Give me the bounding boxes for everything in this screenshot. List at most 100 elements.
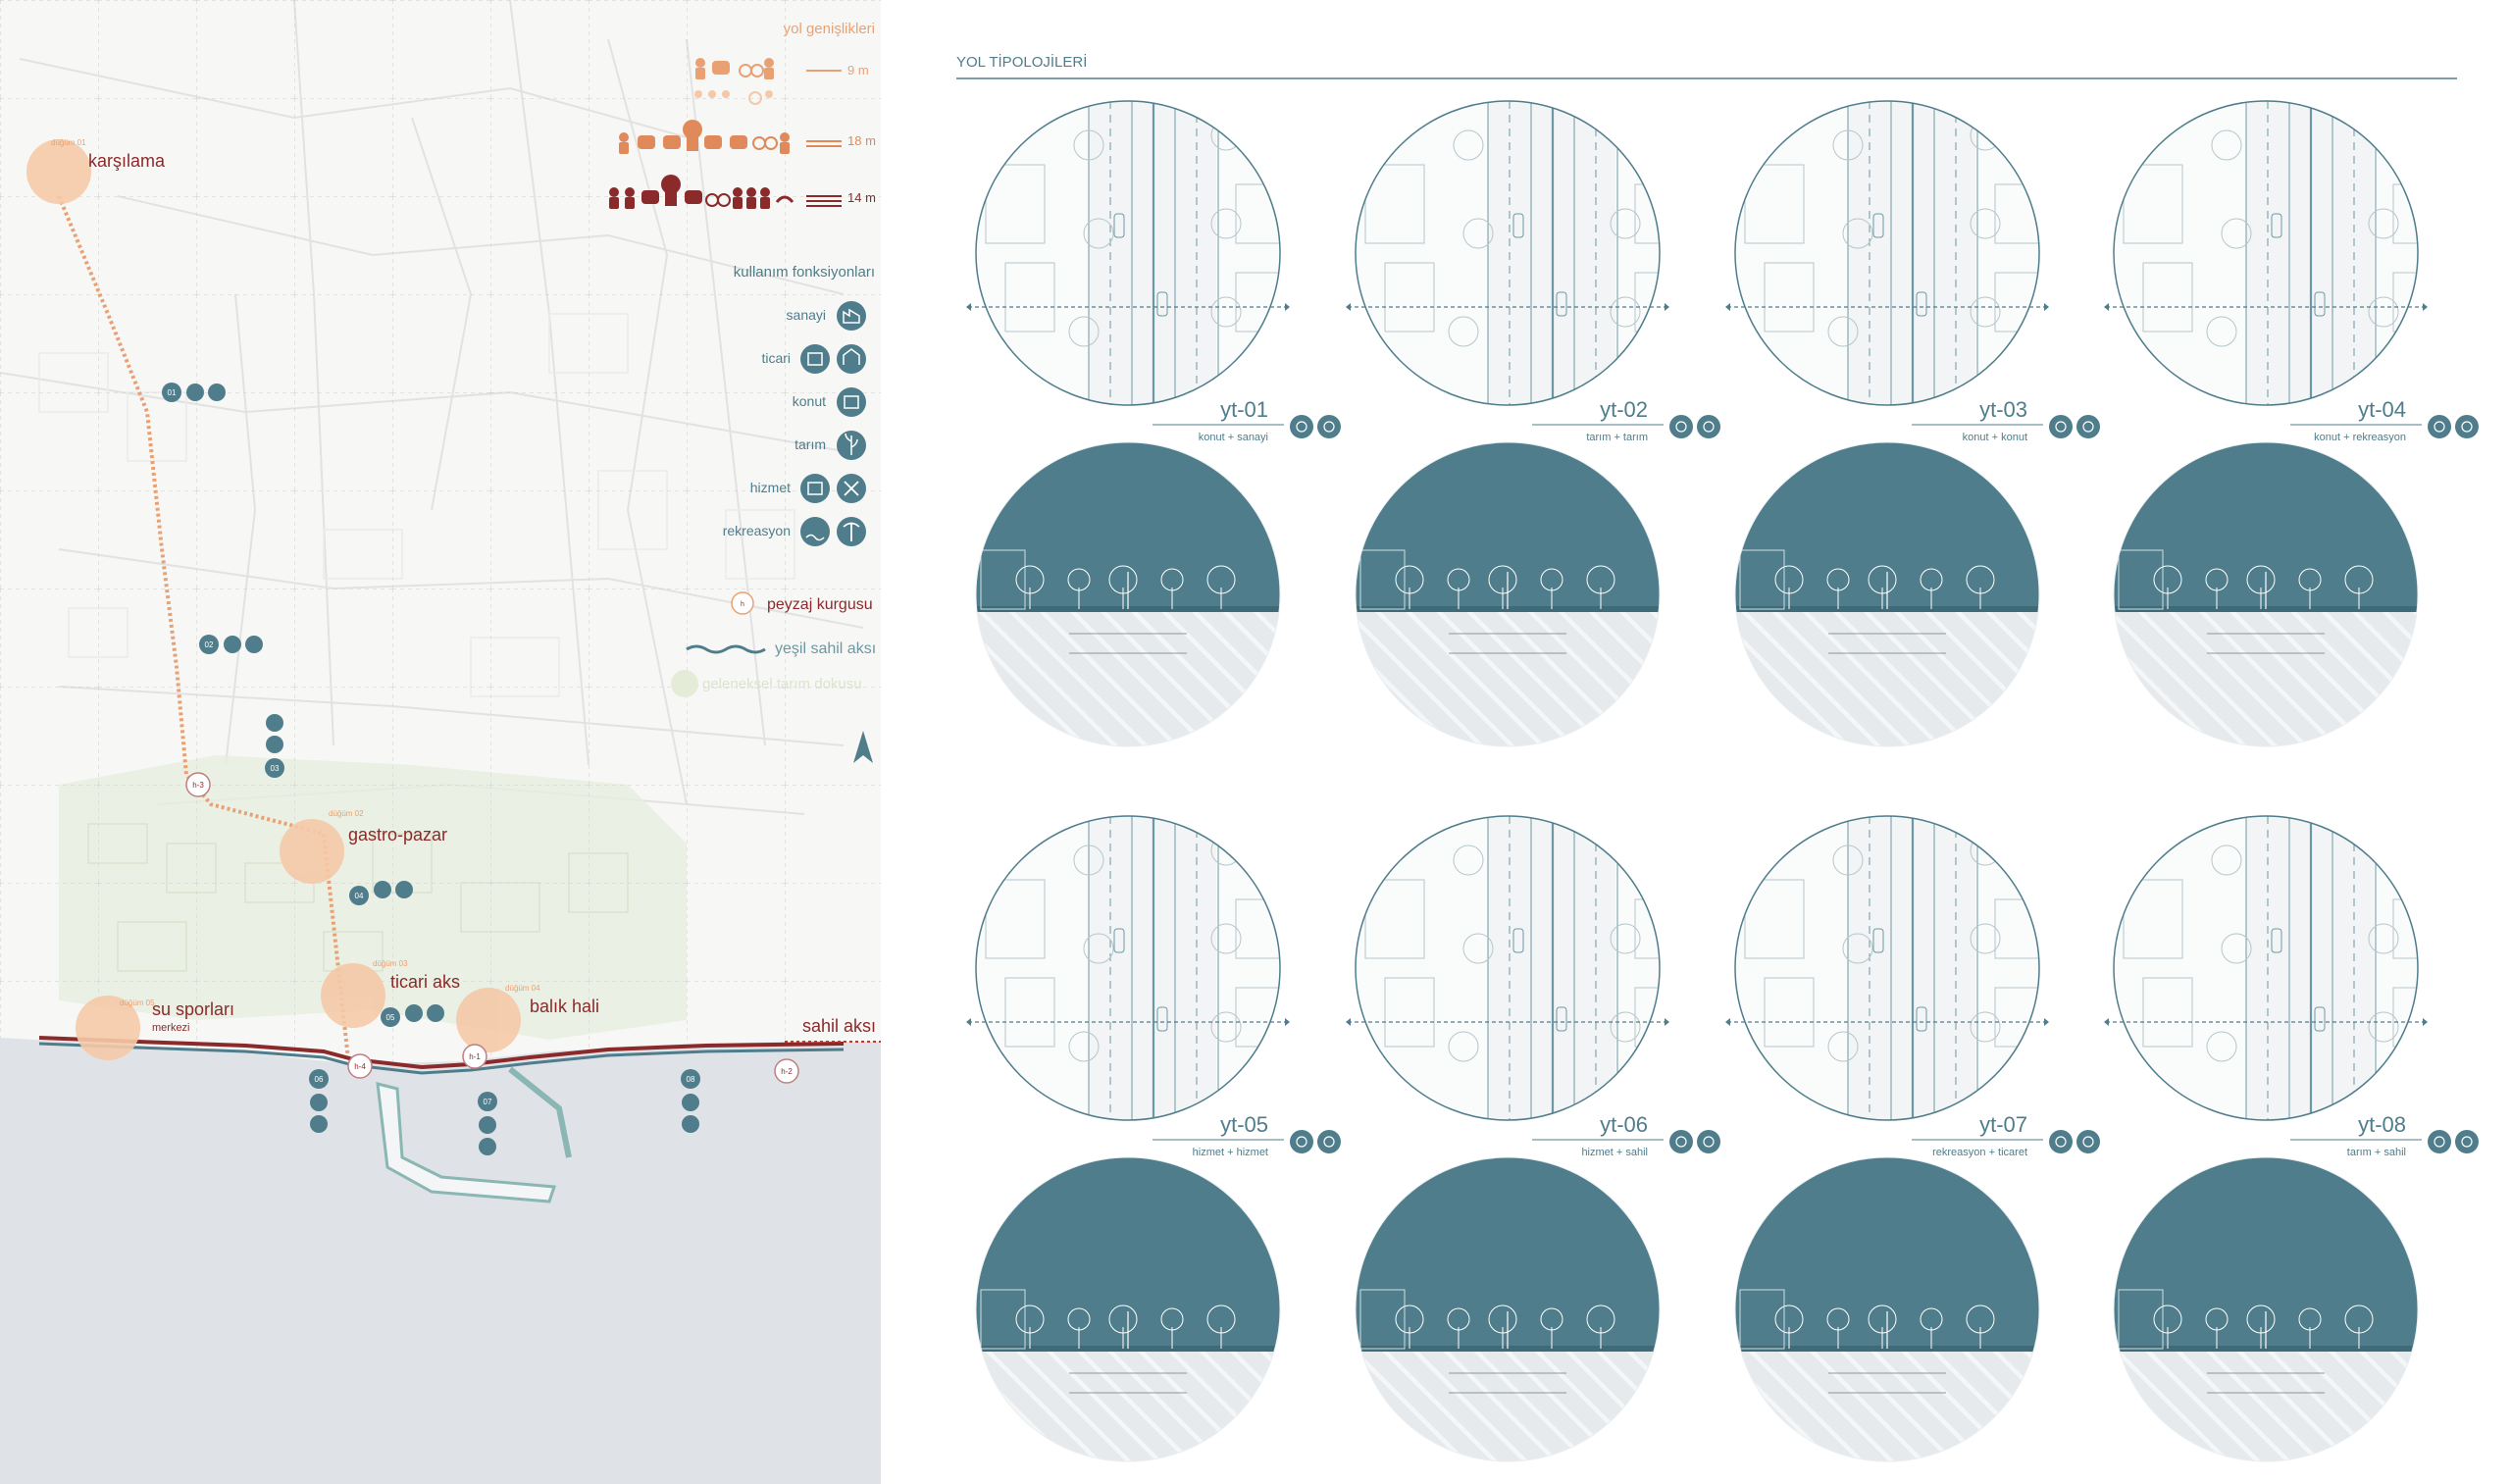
plan-view xyxy=(2114,816,2418,1120)
agri-legend-label: geleneksel tarım dokusu xyxy=(702,676,862,692)
node-badge-06[interactable] xyxy=(309,1069,329,1089)
section-circle-outline xyxy=(975,441,1281,747)
konut-icon xyxy=(266,736,283,753)
north-arrow-icon xyxy=(853,731,873,763)
site-map: h-3 h-4 h-1 h-2 düğüm 01 düğüm 02 düğüm … xyxy=(0,0,881,1484)
road-widths-title: yol genişlikleri xyxy=(784,21,875,37)
sanayi-icon xyxy=(208,384,226,401)
section-circle-outline xyxy=(1355,1156,1661,1462)
tarim-icon xyxy=(682,1094,699,1111)
plan-circle-outline xyxy=(2113,100,2419,406)
typology-yt-08[interactable]: yt-08 tarım + sahil xyxy=(2104,815,2479,1462)
typology-yt-02[interactable]: yt-02 tarım + tarım xyxy=(1346,100,1720,747)
plan-view xyxy=(2114,101,2418,405)
coastal-axis xyxy=(38,1036,845,1070)
tarim-icon xyxy=(1669,415,1693,438)
typology-yt-03[interactable]: yt-03 konut + konut xyxy=(1725,100,2100,747)
road-9m-icons xyxy=(695,58,774,79)
typology-use: konut + konut xyxy=(1963,432,2027,443)
typology-yt-04[interactable]: yt-04 konut + rekreasyon xyxy=(2104,100,2479,747)
konut-icon xyxy=(2076,415,2100,438)
section-view xyxy=(2114,442,2418,746)
node-badge-01[interactable] xyxy=(162,383,181,402)
typology-code: yt-04 xyxy=(2358,397,2406,422)
node-badge-08[interactable] xyxy=(681,1069,700,1089)
node-balik-hali[interactable] xyxy=(456,988,521,1052)
typology-yt-01[interactable]: yt-01 konut + sanayi xyxy=(966,100,1341,747)
place-label-su-sporlari: su sporları xyxy=(152,999,234,1019)
typology-yt-05[interactable]: yt-05 hizmet + hizmet xyxy=(966,815,1341,1462)
sanayi-icon xyxy=(837,301,866,331)
typology-code: yt-07 xyxy=(1979,1112,2027,1137)
tarim-icon xyxy=(2428,1130,2451,1153)
road-width-14m: 14 m xyxy=(847,190,876,205)
place-label-balik-hali: balık hali xyxy=(530,997,599,1016)
ticari-icon xyxy=(266,714,283,732)
harbour-pier xyxy=(376,1082,557,1203)
road-14m-icons xyxy=(609,175,794,209)
function-legend: kullanım fonksiyonları sanayi ticari kon… xyxy=(671,264,876,697)
rekreasyon-icon xyxy=(374,881,391,898)
green-axis-legend-symbol xyxy=(686,644,766,654)
svg-text:06: 06 xyxy=(315,1075,324,1084)
hub-h1[interactable] xyxy=(462,1044,487,1069)
ticaret-icon xyxy=(837,344,866,374)
node-gastro-pazar[interactable] xyxy=(280,819,344,884)
typology-code: yt-05 xyxy=(1220,1112,1268,1137)
node-badge-05[interactable] xyxy=(381,1007,400,1027)
function-label-konut: konut xyxy=(793,393,826,409)
sahil-icon xyxy=(310,1115,328,1133)
hub-h2[interactable] xyxy=(774,1058,799,1084)
node-small-label: düğüm 03 xyxy=(373,959,408,968)
typology-yt-06[interactable]: yt-06 hizmet + sahil xyxy=(1346,815,1720,1462)
typology-code: yt-02 xyxy=(1600,397,1648,422)
typologies-title: YOL TİPOLOJİLERİ xyxy=(956,53,1087,71)
sahil-icon xyxy=(2455,1130,2479,1153)
konut-icon xyxy=(395,881,413,898)
node-karsilama[interactable] xyxy=(26,139,91,204)
node-su-sporlari[interactable] xyxy=(76,996,140,1060)
svg-text:02: 02 xyxy=(205,640,214,649)
konut-icon xyxy=(837,387,866,417)
node-small-label: düğüm 05 xyxy=(120,998,155,1007)
typology-code: yt-06 xyxy=(1600,1112,1648,1137)
hizmet-icon xyxy=(310,1094,328,1111)
plan-circle-outline xyxy=(975,100,1281,406)
sahil-icon xyxy=(800,517,830,546)
node-ticari-aks[interactable] xyxy=(321,963,385,1028)
agri-legend-symbol xyxy=(671,670,698,697)
konut-icon xyxy=(2428,415,2451,438)
node-small-label: düğüm 01 xyxy=(51,138,86,147)
plan-circle-outline xyxy=(975,815,1281,1121)
plan-circle-outline xyxy=(1355,100,1661,406)
sahil-icon xyxy=(682,1115,699,1133)
section-view xyxy=(1735,442,2039,746)
hizmet-icon xyxy=(1317,1130,1341,1153)
hub-h3[interactable] xyxy=(185,772,211,797)
hizmet-icon xyxy=(1290,1130,1313,1153)
road-width-legend: yol genişlikleri 9 m xyxy=(609,21,876,209)
typology-use: hizmet + hizmet xyxy=(1193,1147,1268,1158)
hub-h4[interactable] xyxy=(347,1053,373,1079)
functions-title: kullanım fonksiyonları xyxy=(734,264,875,281)
typology-yt-07[interactable]: yt-07 rekreasyon + ticaret xyxy=(1725,815,2100,1462)
ticari-icon xyxy=(479,1138,496,1155)
node-badge-04[interactable] xyxy=(349,886,369,905)
node-small-label: düğüm 02 xyxy=(329,809,364,818)
sea xyxy=(0,1038,881,1484)
typology-use: rekreasyon + ticaret xyxy=(1932,1147,2027,1158)
node-badge-02[interactable] xyxy=(199,635,219,654)
section-view xyxy=(1735,1157,2039,1461)
place-sublabel-merkezi: merkezi xyxy=(152,1022,190,1034)
node-badge-03[interactable] xyxy=(265,758,284,778)
hub-code: h-4 xyxy=(354,1062,366,1071)
ticaret-icon xyxy=(2076,1130,2100,1153)
hub-code: h-1 xyxy=(469,1052,481,1061)
svg-text:03: 03 xyxy=(271,764,280,773)
plan-circle-outline xyxy=(1734,100,2040,406)
section-view xyxy=(976,1157,1280,1461)
node-badge-07[interactable] xyxy=(478,1092,497,1111)
plan-view xyxy=(1735,101,2039,405)
section-view xyxy=(2114,1157,2418,1461)
